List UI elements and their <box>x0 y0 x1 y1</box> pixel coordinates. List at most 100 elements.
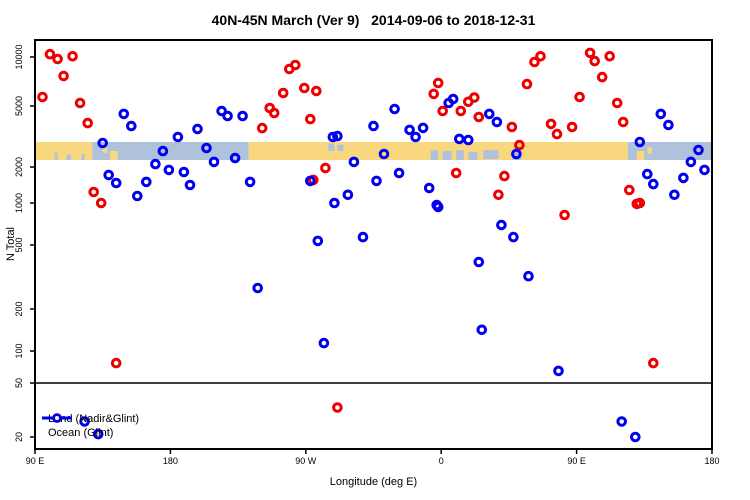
scatter-point-ocean <box>229 152 241 164</box>
scatter-point-land <box>493 189 504 201</box>
scatter-point-land <box>450 167 462 179</box>
scatter-point-land <box>88 186 99 198</box>
scatter-point-ocean <box>616 416 628 427</box>
scatter-point-ocean <box>252 282 264 294</box>
scatter-point-ocean <box>110 177 122 189</box>
scatter-point-ocean <box>463 134 474 146</box>
scatter-point-ocean <box>630 431 641 443</box>
scatter-point-ocean <box>634 136 646 148</box>
scatter-point-ocean <box>378 148 390 160</box>
chart-title: 40N-45N March (Ver 9) 2014-09-06 to 2018… <box>211 12 536 28</box>
y-tick-label: 50 <box>14 378 24 388</box>
scatter-point-land <box>277 87 289 99</box>
y-tick-label: 5000 <box>14 96 24 116</box>
scatter-point-ocean <box>393 167 405 179</box>
y-tick-label: 2000 <box>14 157 24 177</box>
scatter-point-land <box>634 197 646 209</box>
scatter-point-land <box>506 121 518 133</box>
map-strip-segment <box>627 142 712 160</box>
scatter-point-ocean <box>669 189 680 201</box>
scatter-point-ocean <box>368 120 379 132</box>
scatter-point-land <box>290 59 301 71</box>
scatter-point-land <box>529 56 540 68</box>
scatter-point-land <box>311 85 322 97</box>
scatter-point-ocean <box>508 231 519 243</box>
map-strip-patch <box>110 151 118 160</box>
scatter-point-ocean <box>103 169 114 181</box>
scatter-point-land <box>82 117 93 129</box>
scatter-point-land <box>52 53 63 65</box>
scatter-point-ocean <box>693 144 704 156</box>
scatter-point-ocean <box>371 175 382 187</box>
scatter-point-land <box>617 116 629 128</box>
scatter-point-ocean <box>417 122 429 134</box>
scatter-point-ocean <box>348 156 360 168</box>
scatter-point-land <box>437 105 449 117</box>
scatter-point-ocean <box>192 123 203 135</box>
y-tick-label: 20 <box>14 432 24 442</box>
scatter-point-ocean <box>201 142 212 154</box>
scatter-point-ocean <box>118 108 130 120</box>
scatter-point-ocean <box>523 270 534 282</box>
scatter-point-land <box>37 91 48 103</box>
map-strip-patch <box>337 144 344 151</box>
scatter-point-ocean <box>92 428 104 440</box>
map-strip-patch <box>483 150 499 160</box>
map-strip-patch <box>66 154 72 160</box>
scatter-point-ocean <box>642 168 653 180</box>
scatter-point-land <box>521 78 533 90</box>
scatter-point-ocean <box>648 178 659 190</box>
scatter-point-ocean <box>222 110 233 122</box>
x-tick-label: 90 E <box>26 456 45 466</box>
scatter-point-ocean <box>484 108 495 120</box>
scatter-point-ocean <box>244 176 256 188</box>
plot-frame <box>34 39 713 450</box>
y-tick-label: 200 <box>14 301 24 316</box>
scatter-point-land <box>514 139 525 151</box>
scatter-point-land <box>58 70 69 82</box>
scatter-point-land <box>332 402 343 413</box>
scatter-point-land <box>473 111 485 123</box>
scatter-point-land <box>110 357 122 369</box>
scatter-point-ocean <box>318 337 330 349</box>
scatter-point-ocean <box>157 145 169 157</box>
scatter-point-land <box>551 128 563 140</box>
scatter-point-ocean <box>496 219 507 231</box>
scatter-point-ocean <box>663 119 674 131</box>
scatter-point-land <box>604 51 616 62</box>
scatter-point-ocean <box>141 176 152 188</box>
scatter-point-land <box>44 48 56 60</box>
scatter-point-land <box>95 197 107 209</box>
map-strip-patch <box>81 153 85 160</box>
scatter-point-ocean <box>432 201 444 213</box>
scatter-point-ocean <box>312 235 324 247</box>
scatter-point-land <box>67 51 78 62</box>
scatter-point-ocean <box>454 133 465 145</box>
legend-marker-ocean-icon <box>42 413 72 423</box>
x-tick-label: 0 <box>439 456 444 466</box>
legend: Land (Nadir&Glint) Ocean (Glint) <box>41 412 139 440</box>
scatter-point-ocean <box>443 97 455 109</box>
scatter-point-ocean <box>97 137 108 149</box>
scatter-point-land <box>611 97 623 109</box>
scatter-point-ocean <box>184 179 196 191</box>
scatter-point-ocean <box>216 105 227 117</box>
scatter-point-ocean <box>79 416 90 427</box>
legend-label-ocean: Ocean (Glint) <box>48 427 114 439</box>
scatter-point-land <box>256 122 268 134</box>
legend-item-ocean: Ocean (Glint) <box>41 413 139 440</box>
x-tick-label: 180 <box>163 456 178 466</box>
scatter-point-land <box>74 97 86 109</box>
scatter-point-ocean <box>178 166 190 178</box>
x-tick-label: 90 E <box>567 456 586 466</box>
scatter-point-ocean <box>389 103 400 115</box>
scatter-point-ocean <box>685 156 697 168</box>
scatter-point-ocean <box>476 324 488 336</box>
scatter-point-ocean <box>237 110 248 122</box>
map-strip-patch <box>468 151 478 160</box>
scatter-point-ocean <box>357 231 369 243</box>
scatter-point-ocean <box>126 120 137 132</box>
scatter-point-ocean <box>163 164 175 176</box>
